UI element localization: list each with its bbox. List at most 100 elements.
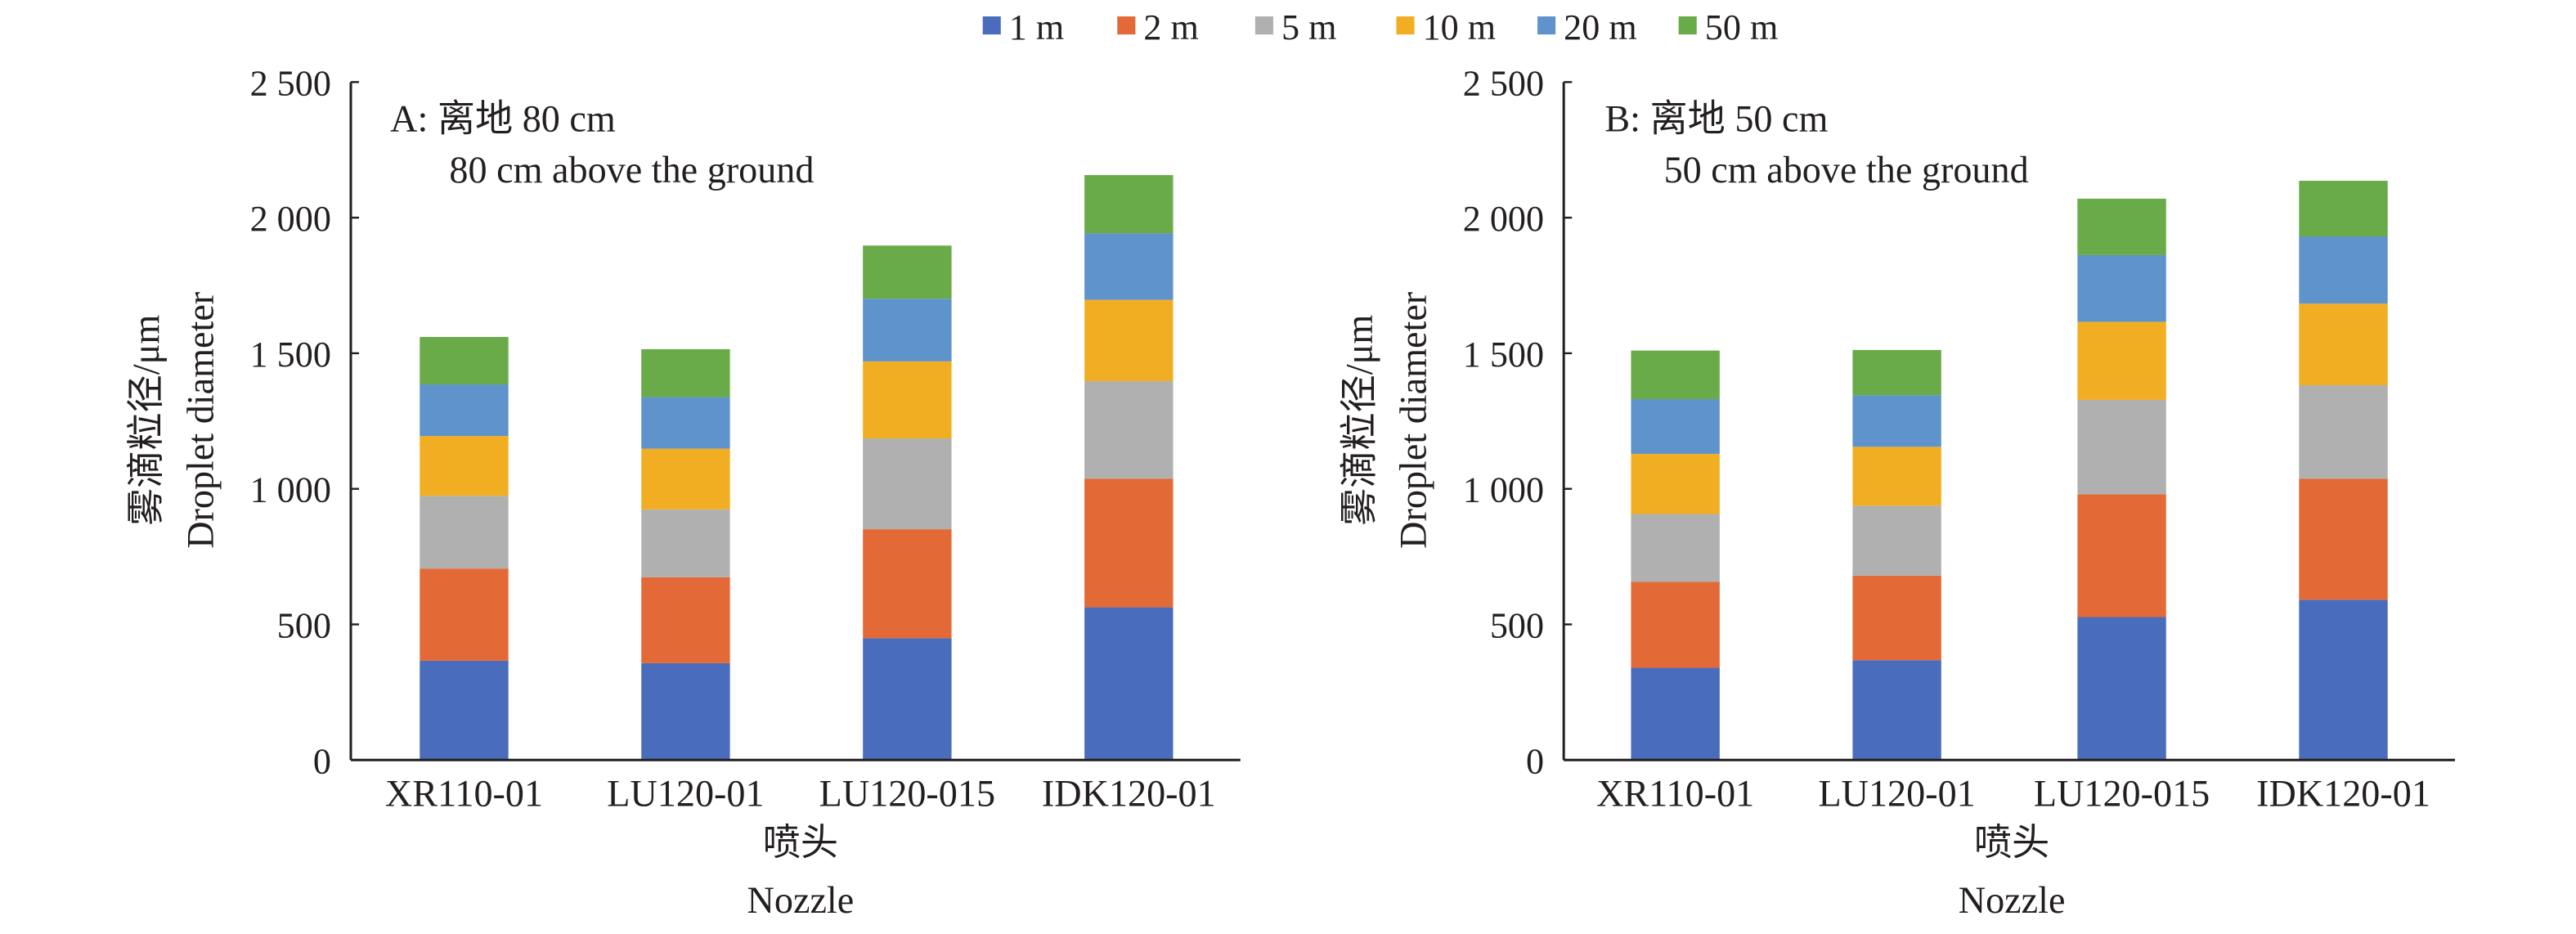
- x-axis-label-en: Nozzle: [747, 879, 855, 921]
- bar-segment-5m: [641, 509, 730, 577]
- panel-annotation-en: 80 cm above the ground: [449, 149, 814, 191]
- x-tick-label: IDK120-01: [2256, 772, 2430, 814]
- bar-segment-5m: [420, 496, 509, 569]
- y-tick-label: 1 500: [250, 335, 331, 375]
- legend-item: 50 m: [1678, 7, 1779, 47]
- x-tick-label: IDK120-01: [1042, 772, 1216, 814]
- y-axis-label-en: Droplet diameter: [1393, 292, 1434, 549]
- bar-segment-1m: [1084, 607, 1174, 761]
- bar-segment-5m: [2077, 399, 2166, 495]
- x-tick-label: XR110-01: [385, 772, 543, 814]
- chart-panel-a: XR110-01 LU120-01 LU120-015 IDK120-01 0 500 1 …: [125, 63, 1241, 921]
- legend-item: 5 m: [1254, 7, 1336, 47]
- legend-item: 1 m: [982, 7, 1064, 47]
- y-tick-label: 0: [313, 741, 331, 781]
- legend-label: 20 m: [1564, 7, 1637, 47]
- bar-segment-20m: [420, 384, 509, 437]
- panel-annotation: B: 离地 50 cm: [1604, 98, 1828, 140]
- legend-swatch: [1537, 16, 1556, 35]
- legend-swatch: [982, 16, 1001, 35]
- x-tick-label: LU120-015: [2034, 772, 2210, 814]
- bar-segment-1m: [863, 638, 952, 761]
- y-tick-label: 1 000: [1463, 470, 1544, 510]
- legend-label: 5 m: [1281, 7, 1336, 47]
- bar-segment-2m: [641, 577, 730, 663]
- bar-segment-2m: [1084, 478, 1174, 608]
- bar-segment-20m: [2299, 236, 2388, 304]
- legend-swatch: [1117, 16, 1136, 35]
- y-tick-label: 2 500: [1463, 63, 1544, 103]
- legend-item: 10 m: [1396, 7, 1496, 47]
- y-axis-label-cn: 雾滴粒径/μm: [1338, 315, 1380, 526]
- bar-segment-2m: [2299, 478, 2388, 600]
- bar-segment-20m: [863, 299, 952, 361]
- bar-segment-50m: [420, 337, 509, 385]
- bar-segment-2m: [1852, 575, 1941, 661]
- bar-segment-5m: [863, 438, 952, 530]
- legend-item: 20 m: [1537, 7, 1637, 47]
- legend: 1 m 2 m 5 m 10 m 20 m 50 m: [982, 7, 1779, 47]
- x-tick-label: XR110-01: [1596, 772, 1754, 814]
- panel-annotation-en: 50 cm above the ground: [1664, 149, 2029, 191]
- bar-segment-10m: [641, 448, 730, 510]
- x-axis-label-en: Nozzle: [1959, 879, 2066, 921]
- bar-segment-1m: [2299, 599, 2388, 761]
- y-tick-label: 500: [277, 606, 331, 646]
- bar-segment-50m: [863, 245, 952, 299]
- y-tick-label: 2 000: [250, 199, 331, 239]
- bar-segment-50m: [2077, 198, 2166, 255]
- bar-segment-2m: [2077, 494, 2166, 617]
- y-tick-label: 1 000: [250, 470, 331, 510]
- panel-annotation: A: 离地 80 cm: [390, 98, 616, 140]
- bar-segment-5m: [1084, 381, 1174, 479]
- legend-label: 1 m: [1009, 7, 1064, 47]
- bar-segment-2m: [1631, 582, 1720, 668]
- bar-segment-5m: [1631, 514, 1720, 582]
- legend-swatch: [1396, 16, 1415, 35]
- bar-segment-50m: [2299, 181, 2388, 237]
- bar-segment-20m: [1631, 398, 1720, 454]
- x-tick-label: LU120-01: [607, 772, 764, 814]
- bar-segment-20m: [2077, 254, 2166, 322]
- bar-segment-10m: [863, 361, 952, 439]
- y-axis-label-cn: 雾滴粒径/μm: [125, 315, 167, 526]
- legend-label: 10 m: [1423, 7, 1497, 47]
- bar-segment-1m: [2077, 617, 2166, 761]
- bar-segment-1m: [1631, 667, 1720, 761]
- bar-segment-1m: [641, 662, 730, 761]
- chart-panel-b: XR110-01 LU120-01 LU120-015 IDK120-01 0 500 1 …: [1338, 63, 2455, 921]
- x-axis-label-cn: 喷头: [1974, 822, 2049, 864]
- y-tick-label: 2 500: [250, 63, 331, 103]
- y-tick-label: 0: [1526, 741, 1544, 781]
- bar-segment-50m: [641, 348, 730, 397]
- bar-segment-2m: [420, 568, 509, 661]
- bar-segment-10m: [1852, 447, 1941, 506]
- bar-segment-1m: [1852, 660, 1941, 761]
- bar-segment-20m: [641, 397, 730, 449]
- bar-segment-10m: [1084, 299, 1174, 382]
- legend-swatch: [1678, 16, 1697, 35]
- bar-segment-10m: [420, 436, 509, 496]
- y-tick-label: 2 000: [1463, 199, 1544, 239]
- x-tick-label: LU120-015: [819, 772, 995, 814]
- bar-segment-10m: [2299, 303, 2388, 386]
- bar-segment-20m: [1852, 395, 1941, 447]
- y-axis-label-en: Droplet diameter: [179, 292, 221, 549]
- legend-swatch: [1254, 16, 1273, 35]
- bar-segment-2m: [863, 529, 952, 639]
- bar-segment-1m: [420, 660, 509, 761]
- x-tick-label: LU120-01: [1818, 772, 1975, 814]
- bar-segment-5m: [1852, 505, 1941, 576]
- bar-segment-5m: [2299, 385, 2388, 479]
- bar-segment-10m: [1631, 453, 1720, 514]
- x-axis-label-cn: 喷头: [763, 822, 838, 864]
- bar-segment-50m: [1631, 350, 1720, 399]
- legend-label: 50 m: [1705, 7, 1779, 47]
- legend-label: 2 m: [1143, 7, 1198, 47]
- y-tick-label: 500: [1490, 606, 1544, 646]
- bar-segment-50m: [1084, 175, 1174, 234]
- bar-segment-10m: [2077, 321, 2166, 400]
- bar-segment-50m: [1852, 349, 1941, 396]
- bar-segment-20m: [1084, 233, 1174, 300]
